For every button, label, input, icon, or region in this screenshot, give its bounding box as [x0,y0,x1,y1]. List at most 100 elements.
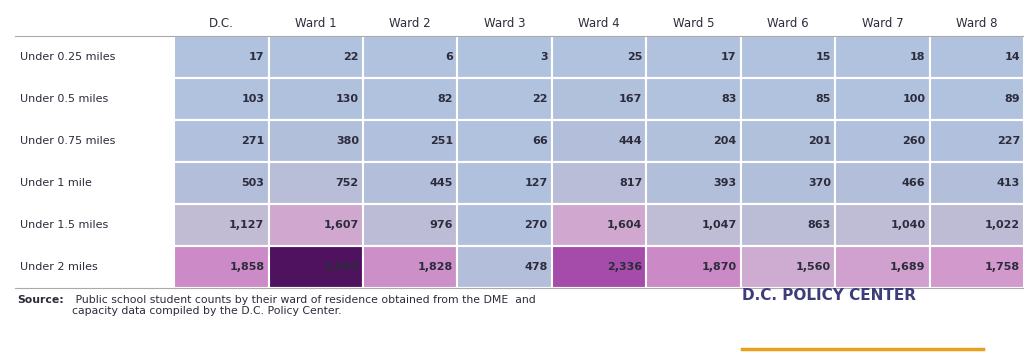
Text: Under 0.5 miles: Under 0.5 miles [20,94,109,104]
Bar [836,78,930,120]
Text: 130: 130 [336,94,358,104]
Bar [268,204,362,246]
Bar [552,120,646,162]
Bar [458,120,552,162]
Text: Ward 4: Ward 4 [579,17,620,30]
Text: 1,858: 1,858 [229,262,264,272]
Text: 3: 3 [540,52,548,62]
Bar [836,36,930,78]
Bar [174,78,268,120]
Text: 66: 66 [532,136,548,146]
Text: 1,047: 1,047 [701,220,736,230]
Text: 1,127: 1,127 [229,220,264,230]
Bar [930,36,1024,78]
Bar [740,204,836,246]
Bar [740,162,836,204]
Bar [646,120,740,162]
Text: Ward 3: Ward 3 [484,17,525,30]
Text: 167: 167 [618,94,642,104]
Bar [740,36,836,78]
Text: 370: 370 [808,178,831,188]
Text: 103: 103 [242,94,264,104]
Text: 1,607: 1,607 [324,220,358,230]
Text: 478: 478 [524,262,548,272]
Text: 445: 445 [430,178,454,188]
Text: D.C.: D.C. [209,17,233,30]
Bar [458,36,552,78]
Text: Ward 5: Ward 5 [673,17,714,30]
Text: 201: 201 [808,136,831,146]
Text: 100: 100 [902,94,926,104]
Bar [646,36,740,78]
Text: 18: 18 [910,52,926,62]
Bar [268,78,362,120]
Text: Under 0.75 miles: Under 0.75 miles [20,136,116,146]
Bar [362,36,458,78]
Text: Under 1.5 miles: Under 1.5 miles [20,220,109,230]
Text: Public school student counts by their ward of residence obtained from the DME  a: Public school student counts by their wa… [72,295,536,316]
Text: 817: 817 [618,178,642,188]
Text: Ward 1: Ward 1 [295,17,337,30]
Bar [174,36,268,78]
Text: 89: 89 [1005,94,1020,104]
Text: 1,022: 1,022 [985,220,1020,230]
Text: 271: 271 [242,136,264,146]
Text: 251: 251 [430,136,454,146]
Bar [174,162,268,204]
Bar [930,246,1024,288]
Text: 444: 444 [618,136,642,146]
Text: 227: 227 [996,136,1020,146]
Text: Ward 7: Ward 7 [861,17,903,30]
Bar [458,246,552,288]
Text: 1,604: 1,604 [607,220,642,230]
Text: 1,689: 1,689 [890,262,926,272]
Bar [646,204,740,246]
Text: 270: 270 [524,220,548,230]
Bar [930,120,1024,162]
Text: 83: 83 [721,94,736,104]
Text: 380: 380 [336,136,358,146]
Bar [836,246,930,288]
Text: 2,692: 2,692 [324,262,358,272]
Text: 503: 503 [242,178,264,188]
Text: 863: 863 [808,220,831,230]
Bar [458,162,552,204]
Text: 1,870: 1,870 [701,262,736,272]
Text: 82: 82 [438,94,454,104]
Text: 25: 25 [627,52,642,62]
Bar [268,120,362,162]
Bar [552,162,646,204]
Bar [646,246,740,288]
Bar [930,78,1024,120]
Bar [552,204,646,246]
Text: 17: 17 [721,52,736,62]
Bar [458,78,552,120]
Text: 15: 15 [816,52,831,62]
Text: Source:: Source: [17,295,65,305]
Text: 393: 393 [714,178,736,188]
Text: 85: 85 [816,94,831,104]
Text: 413: 413 [996,178,1020,188]
Bar [362,204,458,246]
Text: Ward 6: Ward 6 [767,17,809,30]
Bar [362,78,458,120]
Bar [174,204,268,246]
Bar [268,246,362,288]
Text: 1,758: 1,758 [985,262,1020,272]
Text: Ward 8: Ward 8 [956,17,997,30]
Bar [740,246,836,288]
Bar [740,120,836,162]
Bar [552,246,646,288]
Bar [362,120,458,162]
Bar [646,162,740,204]
Bar [174,246,268,288]
Bar [836,162,930,204]
Text: Under 1 mile: Under 1 mile [20,178,92,188]
Text: Ward 2: Ward 2 [389,17,431,30]
Bar [930,162,1024,204]
Text: 752: 752 [336,178,358,188]
Bar [362,246,458,288]
Bar [552,78,646,120]
Text: 1,828: 1,828 [418,262,454,272]
Text: 127: 127 [524,178,548,188]
